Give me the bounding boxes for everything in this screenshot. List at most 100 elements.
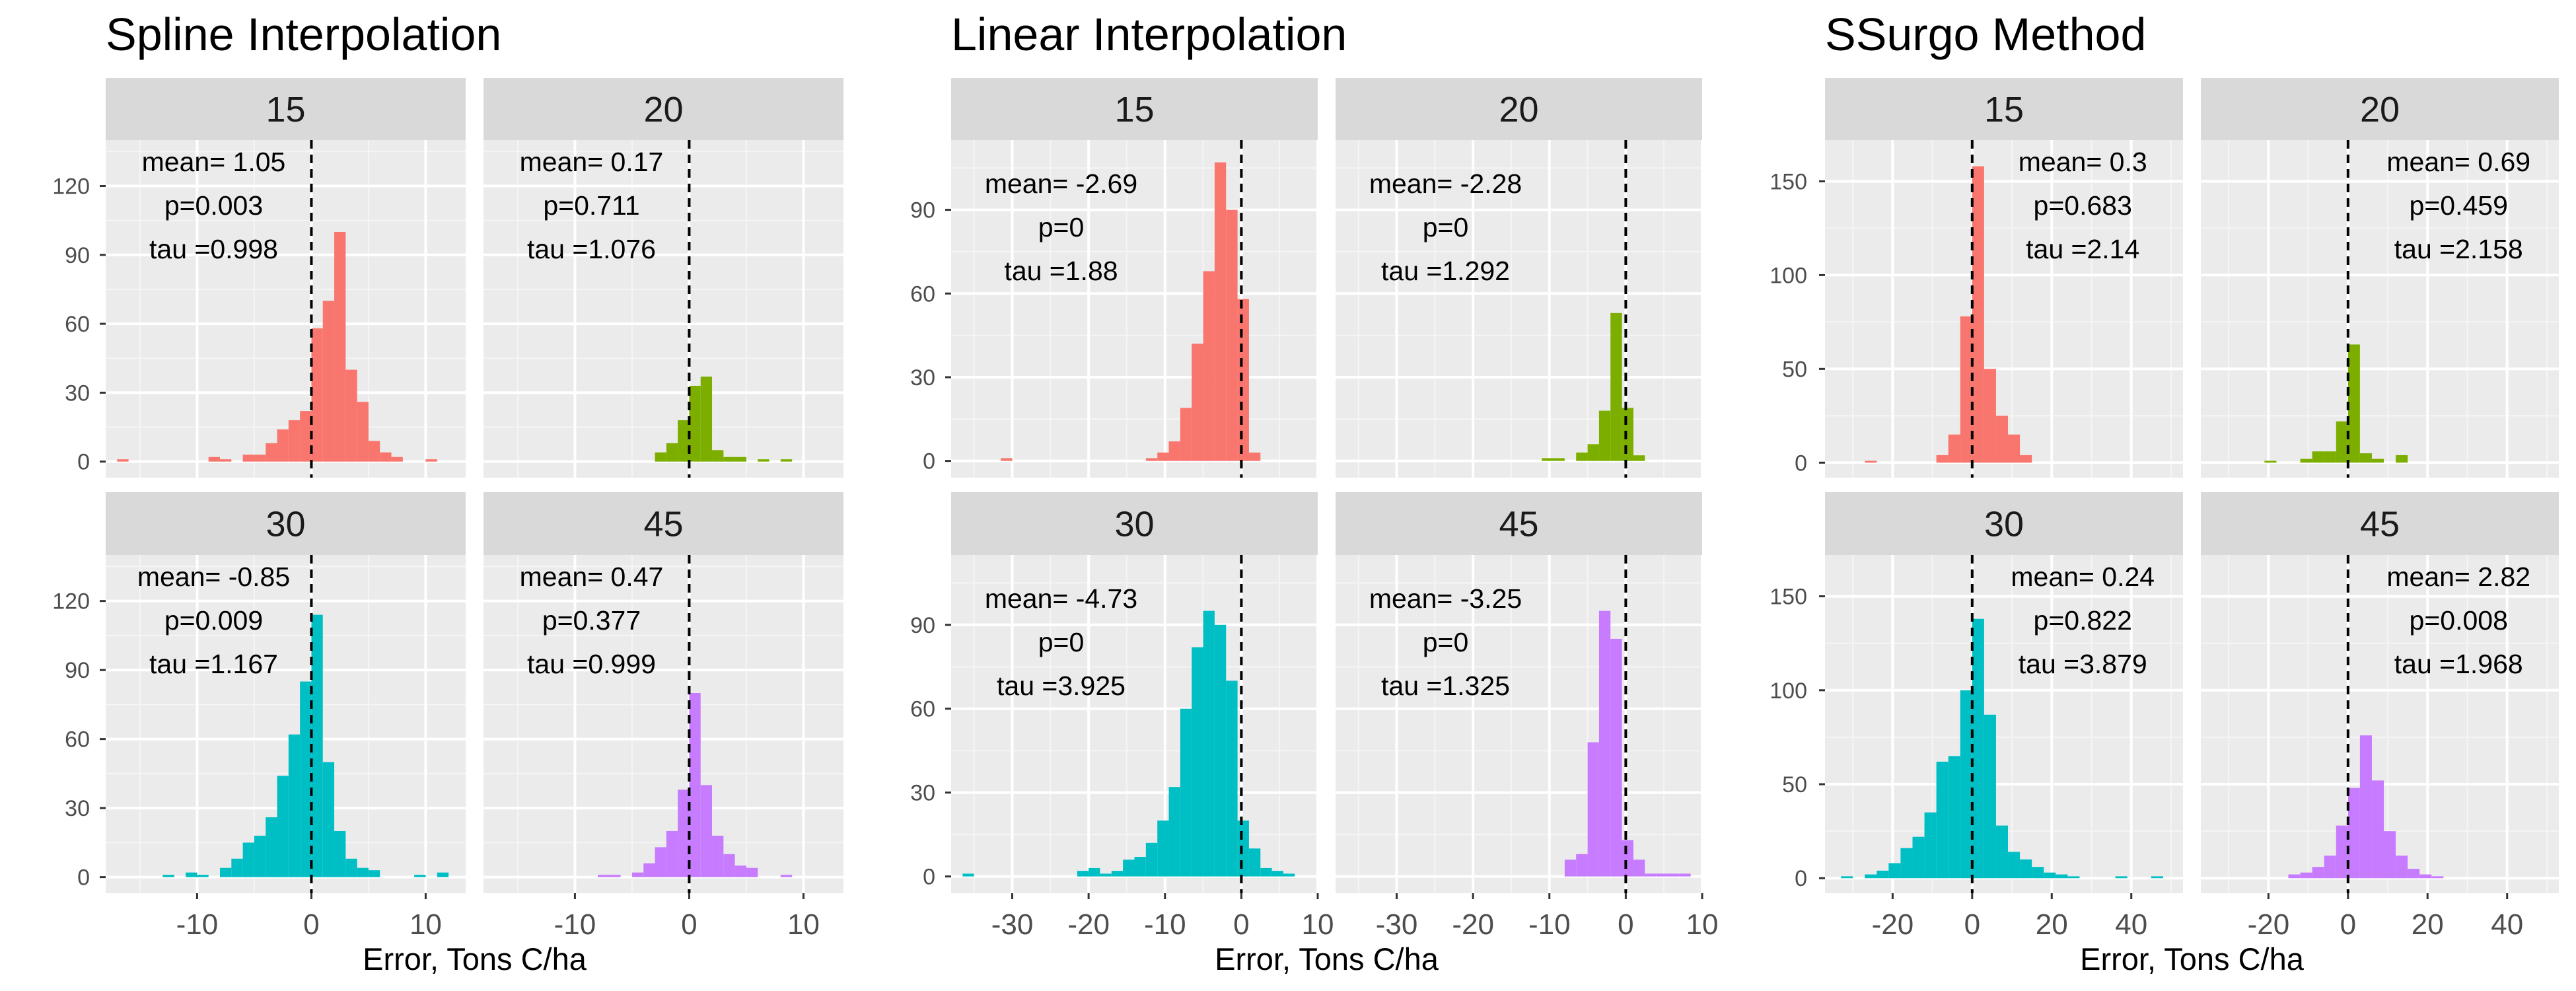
histogram-bar	[1877, 870, 1889, 879]
facet-strip-label: 30	[266, 505, 305, 544]
histogram-bar	[242, 455, 254, 462]
histogram-bar	[2056, 874, 2068, 879]
annotation-mean: mean= -0.85	[137, 562, 290, 592]
x-axis-title: Error, Tons C/ha	[2080, 941, 2305, 976]
histogram-bar	[734, 457, 746, 462]
histogram-bar	[1564, 860, 1577, 877]
panel-background	[106, 140, 466, 478]
histogram-bar	[689, 692, 701, 877]
histogram-bar	[1237, 820, 1249, 877]
histogram-bar	[345, 858, 357, 877]
histogram-bar	[1960, 690, 1972, 879]
facet-strip	[483, 492, 843, 555]
histogram-bar	[277, 429, 289, 462]
histogram-bar	[1865, 460, 1877, 463]
histogram-bar	[1924, 812, 1937, 879]
histogram-bar	[1984, 369, 1996, 463]
histogram-bar	[723, 854, 735, 877]
histogram-bar	[2324, 856, 2336, 879]
facet-strip	[106, 492, 466, 555]
histogram-bar	[1192, 344, 1203, 461]
histogram-bar	[2419, 874, 2432, 879]
x-tick-label: 20	[2412, 908, 2444, 941]
histogram-bar	[254, 835, 266, 877]
x-axis-title: Error, Tons C/ha	[363, 941, 587, 976]
histogram-bar	[1226, 209, 1238, 461]
y-tick-label: 150	[1770, 585, 1807, 610]
histogram-bar	[2044, 872, 2056, 879]
histogram-bar	[1960, 316, 1972, 463]
histogram-bar	[1587, 444, 1599, 461]
annotation-p: p=0.711	[543, 190, 639, 221]
histogram-bar	[2020, 859, 2032, 879]
x-tick-label: 20	[2036, 908, 2068, 941]
facet-45: 45 mean= 2.82 p=0.008 tau =1.968 -20 0 20 40	[2201, 492, 2559, 941]
histogram-bar	[2347, 344, 2360, 463]
annotation-p: p=0	[1423, 627, 1469, 657]
annotation-mean: mean= 0.24	[2011, 562, 2155, 592]
annotation-p: p=0	[1038, 212, 1085, 242]
annotation-p: p=0.459	[2410, 190, 2508, 221]
annotation-tau: tau =1.88	[1004, 256, 1118, 286]
histogram-bar	[1271, 871, 1283, 877]
facet-strip-label: 20	[643, 90, 683, 129]
histogram-bar	[2336, 825, 2348, 879]
histogram-bar	[208, 457, 221, 462]
histogram-bar	[322, 301, 335, 462]
histogram-bar	[1001, 458, 1013, 461]
chart-title: SSurgo Method	[1825, 9, 2146, 60]
histogram-bar	[2067, 876, 2080, 879]
histogram-bar	[425, 459, 437, 462]
histogram-bar	[723, 457, 735, 462]
annotation-p: p=0.683	[2034, 190, 2132, 221]
histogram-bar	[2312, 867, 2324, 879]
histogram-bar	[1260, 867, 1272, 877]
chart-1: Linear Interpolation 15 mean= -2.69 p=0 tau …	[910, 9, 1718, 976]
histogram-bar	[700, 377, 713, 462]
histogram-bar	[2151, 876, 2163, 879]
histogram-bar	[734, 865, 746, 877]
histogram-bar	[2396, 455, 2408, 463]
histogram-bar	[391, 457, 403, 462]
histogram-bar	[311, 328, 323, 462]
annotation-p: p=0.377	[542, 605, 641, 636]
y-tick-label: 100	[1770, 263, 1807, 288]
histogram-bar	[1667, 873, 1680, 877]
facet-30: 30 mean= 0.24 p=0.822 tau =3.879 0 50 100 150 -2…	[1770, 492, 2183, 941]
annotation-mean: mean= -2.69	[985, 168, 1137, 199]
facet-30: 30 mean= -4.73 p=0 tau =3.925 0 30 60 90 -30 -20 -…	[910, 492, 1334, 941]
histogram-bar	[311, 614, 323, 877]
annotation-p: p=0	[1423, 212, 1469, 242]
x-tick-label: 0	[2340, 908, 2356, 941]
histogram-bar	[1936, 761, 1949, 879]
histogram-bar	[962, 873, 974, 877]
x-tick-label: 0	[681, 908, 697, 941]
histogram-bar	[1168, 787, 1180, 877]
histogram-bar	[2359, 453, 2372, 463]
histogram-bar	[242, 842, 254, 877]
histogram-bar	[655, 452, 666, 462]
annotation-tau: tau =2.14	[2026, 234, 2139, 264]
facet-strip	[1825, 492, 2183, 555]
annotation-mean: mean= 2.82	[2386, 562, 2530, 592]
histogram-bar	[300, 681, 312, 877]
annotation-mean: mean= -3.25	[1369, 583, 1522, 614]
histogram-bar	[1145, 842, 1158, 877]
facet-strip-label: 30	[1984, 505, 2024, 544]
histogram-bar	[1111, 871, 1124, 877]
facet-15: 15 mean= -2.69 p=0 tau =1.88 0 30 60 90	[910, 78, 1319, 478]
histogram-bar	[2008, 852, 2021, 879]
histogram-bar	[345, 369, 357, 462]
facet-strip	[951, 78, 1318, 140]
histogram-bar	[1248, 452, 1261, 461]
histogram-bar	[780, 459, 793, 462]
histogram-bar	[2336, 421, 2348, 463]
y-tick-label: 50	[1782, 357, 1807, 382]
y-tick-label: 90	[65, 658, 90, 683]
facet-strip-label: 45	[643, 505, 683, 544]
x-tick-label: -30	[1376, 908, 1418, 941]
histogram-bar	[1180, 408, 1192, 461]
chart-title: Linear Interpolation	[951, 9, 1347, 60]
annotation-tau: tau =0.999	[527, 649, 656, 679]
